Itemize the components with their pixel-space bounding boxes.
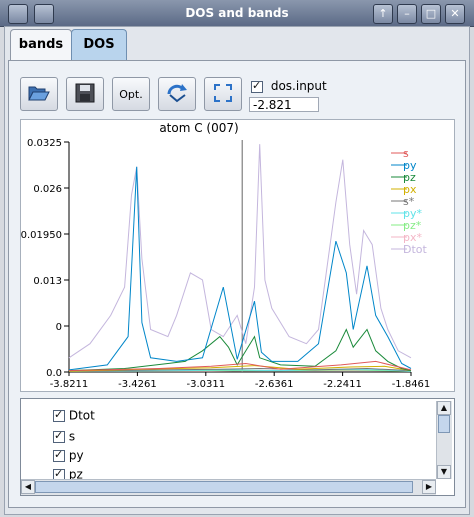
scroll-up-button[interactable]: ▲ [437, 401, 451, 415]
series-line-s* [68, 367, 412, 372]
energy-value-field[interactable]: -2.821 [249, 97, 319, 112]
legend-entry: py [403, 159, 417, 172]
dos-input-toggle[interactable]: dos.input [251, 79, 327, 93]
y-tick-label: 0.01950 [21, 230, 62, 241]
x-tick-label: -3.8211 [50, 379, 89, 390]
scroll-left-button[interactable]: ◀ [21, 480, 35, 494]
horizontal-scrollbar[interactable]: ◀ ▶ [21, 479, 436, 495]
dos-chart: atom C (007) 0.0 0 0.013 0.01950 0.026 0.0325… [21, 121, 431, 390]
y-tick-label: 0.026 [33, 184, 62, 195]
window-title: DOS and bands [185, 6, 289, 20]
y-tick-label: 0.0325 [27, 138, 62, 149]
minimize-up-icon[interactable]: ↑ [373, 4, 393, 24]
list-item-checkbox[interactable] [53, 448, 65, 462]
series-line-s [68, 360, 412, 372]
legend-entry: px* [403, 231, 422, 244]
x-tick-label: -2.2411 [323, 379, 362, 390]
dos-chart-area: atom C (007) 0.0 0 0.013 0.01950 0.026 0.0325… [20, 119, 455, 392]
folder-open-icon [27, 83, 51, 106]
series-line-py [68, 166, 412, 371]
legend-entry: pz [403, 171, 416, 184]
list-item[interactable]: py [53, 448, 84, 464]
horizontal-scroll-thumb[interactable] [35, 481, 413, 493]
list-item-checkbox[interactable] [53, 429, 65, 443]
dos-input-label: dos.input [270, 79, 327, 93]
tab-bands[interactable]: bands [10, 29, 72, 62]
window-titlebar[interactable]: DOS and bands ↑ – □ ✕ [0, 0, 474, 27]
expand-arrows-icon [212, 82, 234, 107]
options-button[interactable]: Opt. [112, 77, 150, 111]
list-item-label: Dtot [68, 408, 95, 423]
vertical-scroll-thumb[interactable] [438, 415, 450, 433]
legend-entry: pz* [403, 219, 422, 232]
series-line-Dtot [68, 144, 412, 359]
x-tick-label: -3.0311 [186, 379, 225, 390]
chart-title: atom C (007) [159, 121, 238, 135]
minimize-icon[interactable]: – [397, 4, 417, 24]
y-tick-label: 0.0 [46, 368, 62, 379]
list-item[interactable]: Dtot [53, 408, 95, 424]
scroll-right-button[interactable]: ▶ [422, 480, 436, 494]
legend-entry: s [403, 147, 409, 160]
x-tick-label: -3.4261 [118, 379, 157, 390]
save-button[interactable] [66, 77, 104, 111]
list-item[interactable]: pz [53, 467, 83, 483]
zoom-fit-button[interactable] [204, 77, 242, 111]
y-tick-label: 0.013 [33, 276, 62, 287]
refresh-arrow-icon [165, 82, 189, 107]
list-item-label: s [68, 429, 76, 444]
y-tick-label: 0 [56, 322, 62, 333]
scroll-down-button[interactable]: ▼ [437, 465, 451, 479]
vertical-scrollbar[interactable]: ▲ ▼ [436, 401, 452, 479]
series-line-py* [68, 368, 412, 372]
legend-entry: Dtot [403, 243, 428, 256]
legend-entry: px [403, 183, 417, 196]
list-item[interactable]: s [53, 429, 75, 445]
list-item-label: py [68, 448, 84, 463]
close-icon[interactable]: ✕ [445, 4, 465, 24]
list-item-checkbox[interactable] [53, 408, 65, 422]
maximize-icon[interactable]: □ [421, 4, 441, 24]
app-icon[interactable] [8, 4, 28, 24]
x-tick-label: -2.6361 [255, 379, 294, 390]
window-menu-icon[interactable] [34, 4, 54, 24]
floppy-disk-icon [74, 82, 96, 107]
legend-entry: py* [403, 207, 422, 220]
dos-input-checkbox[interactable] [251, 79, 263, 93]
open-button[interactable] [20, 77, 58, 111]
options-label: Opt. [119, 87, 143, 101]
x-tick-label: -1.8461 [392, 379, 431, 390]
refresh-button[interactable] [158, 77, 196, 111]
tab-dos[interactable]: DOS [71, 29, 127, 62]
list-item-label: pz [68, 467, 83, 482]
legend-entry: s* [403, 195, 415, 208]
